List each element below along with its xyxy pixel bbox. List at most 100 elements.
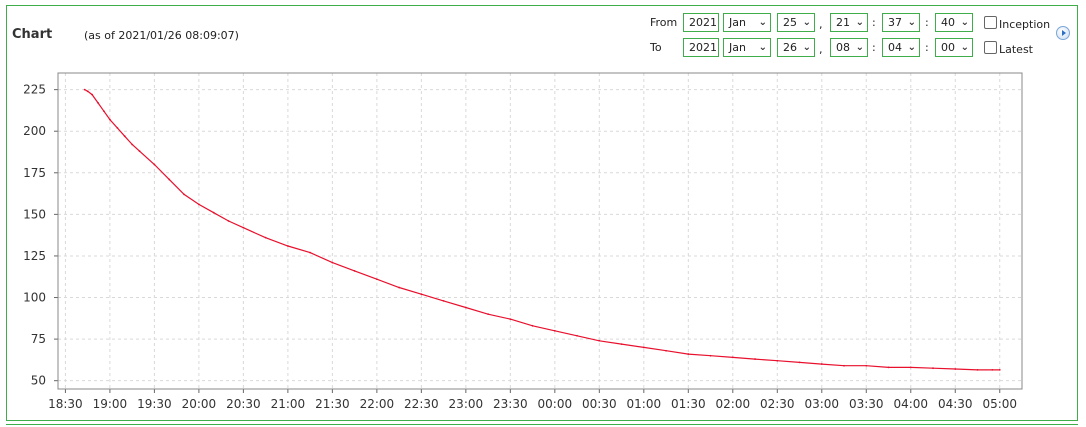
- from-minute-select[interactable]: 37 ⌄: [882, 13, 920, 32]
- data-point: [138, 150, 141, 153]
- data-point: [109, 118, 111, 121]
- colon-separator: :: [872, 16, 876, 29]
- x-tick-label: 18:30: [48, 397, 83, 411]
- data-point: [131, 143, 134, 146]
- data-point: [197, 203, 200, 206]
- data-point: [887, 366, 890, 369]
- data-point: [91, 93, 94, 96]
- data-point: [776, 359, 779, 362]
- x-tick-label: 21:00: [271, 397, 306, 411]
- to-minute-select[interactable]: 04 ⌄: [882, 38, 920, 57]
- x-tick-label: 02:00: [716, 397, 751, 411]
- data-point: [865, 364, 868, 367]
- series-line: [84, 89, 1000, 371]
- inception-checkbox[interactable]: [984, 16, 997, 29]
- data-point: [754, 358, 756, 360]
- y-tick-label: 75: [31, 332, 46, 346]
- chevron-down-icon: ⌄: [960, 42, 969, 53]
- chevron-down-icon: ⌄: [907, 17, 916, 28]
- from-month-select[interactable]: Jan ⌄: [723, 13, 771, 32]
- data-point: [123, 135, 126, 138]
- data-point: [531, 324, 534, 327]
- to-month-select[interactable]: Jan ⌄: [723, 38, 771, 57]
- data-point: [375, 278, 378, 281]
- colon-separator: :: [925, 16, 929, 29]
- plot-area: [58, 73, 1022, 389]
- circle-arrow-right-icon[interactable]: [1056, 26, 1070, 40]
- comma-separator: ,: [819, 43, 823, 56]
- data-point: [116, 126, 119, 129]
- data-point: [227, 220, 230, 222]
- as-of-timestamp: (as of 2021/01/26 08:09:07): [84, 29, 239, 42]
- data-point: [464, 306, 467, 309]
- data-point: [442, 299, 445, 302]
- from-hour-select[interactable]: 21 ⌄: [830, 13, 868, 32]
- latest-label: Latest: [999, 43, 1033, 56]
- chevron-down-icon: ⌄: [855, 17, 864, 28]
- latest-checkbox[interactable]: [984, 41, 997, 54]
- x-tick-label: 04:30: [938, 397, 973, 411]
- from-day-select[interactable]: 25 ⌄: [777, 13, 815, 32]
- data-point: [86, 90, 89, 93]
- data-point: [487, 313, 489, 316]
- data-point: [553, 329, 556, 332]
- data-point: [353, 270, 356, 272]
- comma-separator: ,: [819, 18, 823, 31]
- from-year-input[interactable]: 2021: [683, 13, 719, 32]
- data-point: [264, 236, 267, 239]
- y-tick-label: 225: [23, 83, 46, 97]
- x-tick-label: 00:00: [538, 397, 573, 411]
- x-tick-label: 01:00: [627, 397, 662, 411]
- data-point: [242, 226, 245, 229]
- to-label: To: [650, 41, 662, 54]
- data-point: [168, 178, 171, 181]
- to-year-input[interactable]: 2021: [683, 38, 719, 57]
- data-point: [153, 163, 156, 166]
- data-point: [309, 251, 312, 254]
- x-tick-label: 20:00: [182, 397, 217, 411]
- x-tick-label: 01:30: [671, 397, 706, 411]
- inception-label: Inception: [999, 18, 1051, 31]
- from-label: From: [650, 16, 678, 29]
- data-point: [709, 354, 712, 357]
- x-tick-label: 23:30: [493, 397, 528, 411]
- data-point: [909, 366, 912, 369]
- data-point: [843, 364, 845, 367]
- from-second-select[interactable]: 40 ⌄: [935, 13, 973, 32]
- x-tick-label: 19:00: [93, 397, 128, 411]
- data-point: [420, 293, 423, 296]
- data-point: [83, 88, 86, 91]
- data-point: [331, 261, 334, 264]
- data-point: [212, 211, 215, 214]
- data-point: [103, 110, 105, 113]
- to-day-select[interactable]: 26 ⌄: [777, 38, 815, 57]
- data-point: [976, 368, 979, 371]
- colon-separator: :: [925, 41, 929, 54]
- colon-separator: :: [872, 41, 876, 54]
- to-second-select[interactable]: 00 ⌄: [935, 38, 973, 57]
- y-tick-label: 50: [31, 374, 46, 388]
- to-hour-select[interactable]: 08 ⌄: [830, 38, 868, 57]
- x-tick-label: 00:30: [582, 397, 617, 411]
- chevron-down-icon: ⌄: [802, 17, 811, 28]
- chevron-down-icon: ⌄: [758, 17, 767, 28]
- divider: [6, 424, 1078, 425]
- data-point: [97, 102, 99, 104]
- y-tick-label: 200: [23, 124, 46, 138]
- data-point: [183, 193, 185, 196]
- data-point: [620, 343, 623, 345]
- data-point: [991, 368, 994, 371]
- data-point: [998, 368, 1001, 371]
- data-point: [642, 346, 645, 349]
- chevron-down-icon: ⌄: [758, 42, 767, 53]
- data-point: [598, 339, 601, 342]
- data-point: [398, 286, 401, 289]
- data-point: [820, 363, 823, 365]
- data-point: [731, 356, 734, 359]
- data-point: [687, 353, 690, 355]
- y-tick-label: 100: [23, 291, 46, 305]
- x-tick-label: 02:30: [760, 397, 795, 411]
- data-point: [665, 349, 667, 352]
- plot-frame: [57, 72, 1023, 390]
